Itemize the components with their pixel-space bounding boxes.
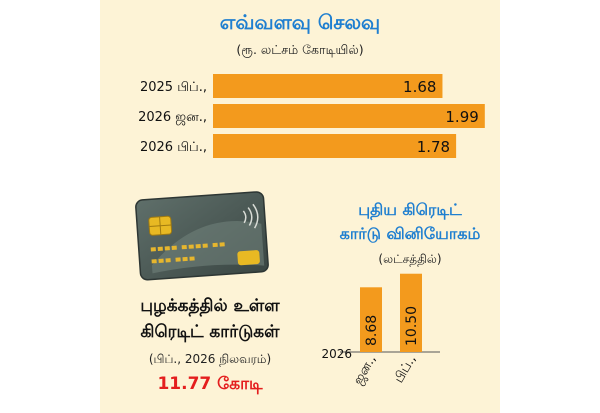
cards-in-use-note: (பிப்., 2026 நிலவரம்) [148, 352, 272, 366]
new-cards-title-line1: புதிய கிரெடிட் [358, 200, 462, 219]
new-cards-value-label: 10.50 [404, 306, 420, 346]
new-cards-bar [400, 273, 422, 352]
spending-title: எவ்வளவு செலவு [219, 10, 381, 34]
new-cards-unit: (லட்சத்தில்) [378, 252, 442, 266]
cards-in-use-line2: கிரெடிட் கார்டுகள் [140, 322, 280, 342]
new-cards-value-label: 8.68 [364, 315, 380, 346]
new-cards-category-label: பிப்., [392, 353, 420, 386]
spending-category-label: 2026 ஜன., [138, 110, 207, 125]
spending-value-label: 1.68 [403, 78, 436, 96]
new-cards-category-label: ஜன., [351, 353, 380, 388]
spending-bar [213, 104, 485, 128]
spending-unit: (ரூ. லட்சம் கோடியில்) [236, 42, 364, 57]
cards-in-use-value: 11.77 கோடி [157, 374, 263, 394]
new-cards-year-label: 2026 [321, 347, 352, 361]
spending-bar [213, 74, 443, 98]
spending-value-label: 1.99 [445, 108, 478, 126]
spending-value-label: 1.78 [417, 138, 450, 156]
spending-category-label: 2026 பிப்., [140, 140, 207, 155]
spending-category-label: 2025 பிப்., [140, 80, 207, 95]
cards-in-use-line1: புழக்கத்தில் உள்ள [140, 296, 280, 316]
new-cards-title-line2: கார்டு வினியோகம் [339, 224, 481, 243]
new-cards-bar [360, 287, 382, 352]
spending-bar [213, 134, 457, 158]
